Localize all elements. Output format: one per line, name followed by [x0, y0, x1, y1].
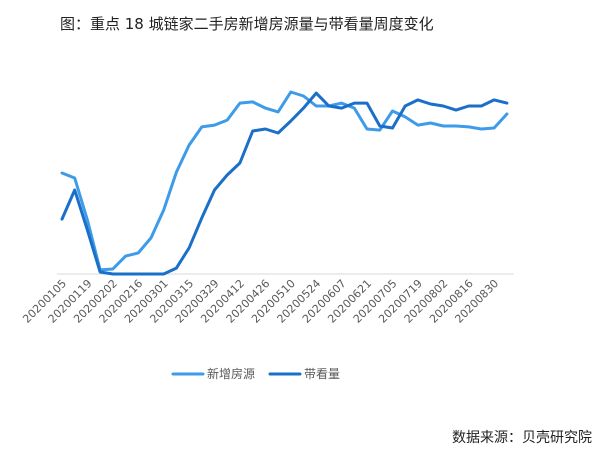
chart-title: 图：重点 18 城链家二手房新增房源量与带看量周度变化 — [60, 15, 434, 33]
legend-label: 带看量 — [304, 367, 340, 381]
legend-label: 新增房源 — [207, 366, 255, 381]
series-layer — [60, 90, 509, 276]
x-axis-ticks: 2020010520200119202002022020021620200301… — [20, 277, 501, 326]
legend: 新增房源 带看量 — [171, 366, 340, 381]
series-new-listings-line — [60, 90, 509, 272]
data-source-note: 数据来源：贝壳研究院 — [452, 430, 592, 446]
series-viewings-line — [60, 91, 509, 276]
